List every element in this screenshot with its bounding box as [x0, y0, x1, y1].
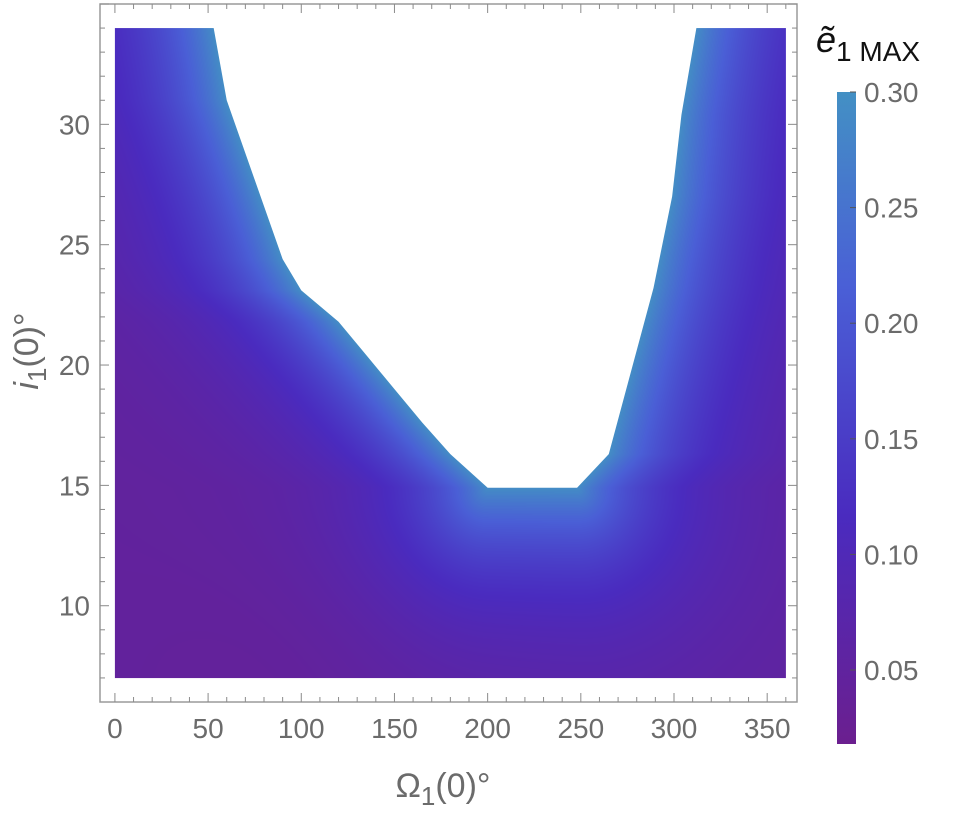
y-tick-label: 25: [59, 230, 90, 261]
axis-ticks: [100, 3, 797, 702]
x-tick-label: 200: [464, 713, 511, 744]
plot-frame: [99, 3, 798, 703]
x-tick-label: 300: [651, 713, 698, 744]
x-axis-tick-labels: 0 50 100 150 200 250 300 350: [107, 713, 790, 744]
colorbar-tick-labels: 0.05 0.10 0.15 0.20 0.25 0.30: [864, 77, 919, 686]
colorbar-tick-label: 0.30: [864, 77, 919, 108]
heatmap: [114, 4, 786, 679]
colorbar-ticks: [850, 91, 856, 671]
x-axis-label: Ω1(0)°: [395, 767, 490, 811]
excluded-region: [213, 4, 697, 488]
y-axis-tick-labels: 10 15 20 25 30: [59, 109, 90, 621]
y-tick-label: 30: [59, 109, 90, 140]
x-tick-label: 50: [193, 713, 224, 744]
x-tick-label: 150: [371, 713, 418, 744]
colorbar-tick-label: 0.25: [864, 193, 919, 224]
x-tick-label: 350: [744, 713, 791, 744]
colorbar-title: ẽ1 MAX: [816, 19, 920, 67]
colorbar-tick-label: 0.15: [864, 424, 919, 455]
colorbar-tick-label: 0.05: [864, 655, 919, 686]
y-tick-label: 10: [59, 591, 90, 622]
colorbar: 0.05 0.10 0.15 0.20 0.25 0.30 ẽ1 MAX: [816, 19, 920, 744]
y-axis-label: i1(0)°: [8, 312, 52, 389]
x-tick-label: 250: [557, 713, 604, 744]
colorbar-tick-label: 0.20: [864, 308, 919, 339]
x-tick-label: 100: [278, 713, 325, 744]
x-tick-label: 0: [107, 713, 123, 744]
y-tick-label: 20: [59, 350, 90, 381]
colorbar-gradient: [837, 92, 856, 744]
y-tick-label: 15: [59, 470, 90, 501]
colorbar-tick-label: 0.10: [864, 539, 919, 570]
